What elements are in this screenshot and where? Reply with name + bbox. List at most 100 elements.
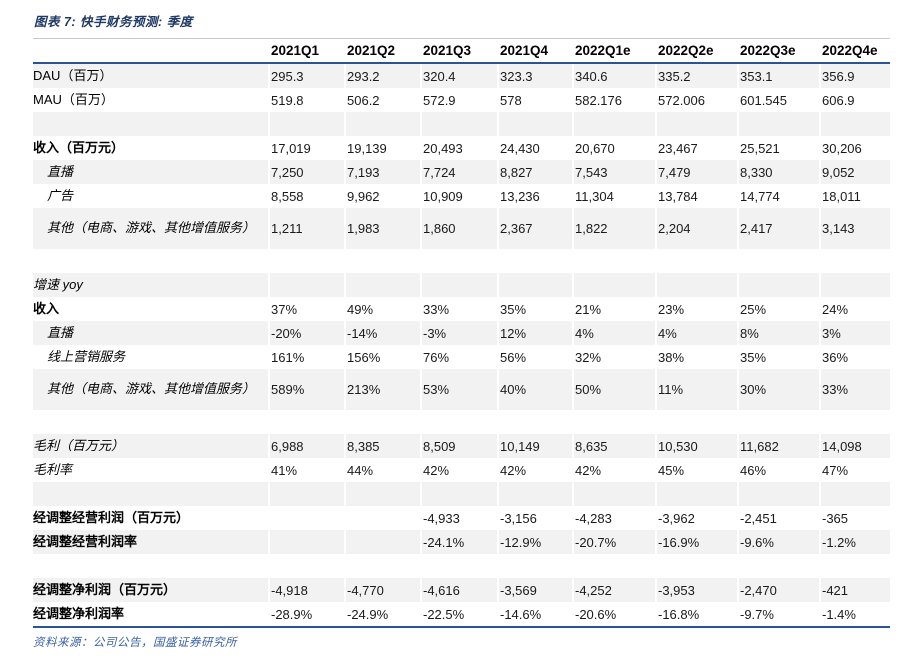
cell-value: 8,385 (344, 434, 420, 458)
row-label: 增速 yoy (33, 276, 83, 292)
column-header: 2021Q2 (344, 43, 420, 58)
cell-value: 35% (737, 345, 819, 369)
row-label: 经调整净利润（百万元） (33, 581, 177, 597)
cell-value: 156% (344, 345, 420, 369)
cell-value: -16.9% (655, 530, 737, 554)
cell-value: -14% (344, 321, 420, 345)
cell-value: 1,860 (420, 208, 497, 249)
cell-value: -1.4% (819, 602, 890, 626)
cell-value: 21% (572, 297, 655, 321)
table-row: 经调整经营利润率 -24.1% -12.9% -20.7% -16.9% -9.6% -1.… (33, 530, 890, 554)
cell-value: -20% (268, 321, 344, 345)
cell-value: 340.6 (572, 64, 655, 88)
row-label (33, 410, 268, 434)
cell-value: 25,521 (737, 136, 819, 160)
cell-value (268, 506, 344, 530)
cell-value (497, 482, 572, 506)
row-label: 经调整经营利润率 (33, 533, 138, 549)
cell-value: 30,206 (819, 136, 890, 160)
cell-value: 13,236 (497, 184, 572, 208)
cell-value: 572.9 (420, 88, 497, 112)
cell-value: 572.006 (655, 88, 737, 112)
cell-value: 1,983 (344, 208, 420, 249)
cell-value (344, 273, 420, 297)
cell-value: -16.8% (655, 602, 737, 626)
cell-value: 2,204 (655, 208, 737, 249)
row-label: DAU（百万） (33, 67, 113, 83)
cell-value: 8,509 (420, 434, 497, 458)
cell-value: -3,953 (655, 578, 737, 602)
cell-value: -4,252 (572, 578, 655, 602)
cell-value (819, 410, 890, 434)
cell-value: 14,774 (737, 184, 819, 208)
table-row: 经调整净利润率 -28.9% -24.9% -22.5% -14.6% -20.6% -16… (33, 602, 890, 626)
cell-value (344, 112, 420, 136)
column-header: 2022Q2e (655, 43, 737, 58)
cell-value (572, 482, 655, 506)
table-row: 其他（电商、游戏、其他增值服务） 589% 213% 53% 40% 50% 11% 30% 3… (33, 369, 890, 410)
cell-value: 30% (737, 369, 819, 410)
cell-value (497, 273, 572, 297)
cell-value: 42% (420, 458, 497, 482)
cell-value (737, 273, 819, 297)
cell-value (737, 554, 819, 578)
row-label: 经调整经营利润（百万元） (33, 509, 190, 525)
cell-value: -1.2% (819, 530, 890, 554)
cell-value: 506.2 (344, 88, 420, 112)
cell-value: 17,019 (268, 136, 344, 160)
row-label: MAU（百万） (33, 91, 114, 107)
cell-value: 8,827 (497, 160, 572, 184)
cell-value: 45% (655, 458, 737, 482)
cell-value (268, 554, 344, 578)
cell-value (572, 249, 655, 273)
cell-value: -4,918 (268, 578, 344, 602)
cell-value: 10,909 (420, 184, 497, 208)
figure-title: 图表 7: 快手财务预测: 季度 (34, 15, 193, 29)
cell-value (268, 249, 344, 273)
cell-value: 13,784 (655, 184, 737, 208)
cell-value: 320.4 (420, 64, 497, 88)
cell-value (420, 273, 497, 297)
cell-value: 50% (572, 369, 655, 410)
cell-value (344, 554, 420, 578)
cell-value: 335.2 (655, 64, 737, 88)
cell-value: 76% (420, 345, 497, 369)
cell-value: 37% (268, 297, 344, 321)
cell-value: -4,933 (420, 506, 497, 530)
row-label: 广告 (47, 187, 74, 203)
cell-value: 2,417 (737, 208, 819, 249)
cell-value: -12.9% (497, 530, 572, 554)
cell-value (268, 482, 344, 506)
cell-value: 213% (344, 369, 420, 410)
table-row: 收入 37% 49% 33% 35% 21% 23% 25% 24% (33, 297, 890, 321)
cell-value (655, 273, 737, 297)
cell-value (819, 112, 890, 136)
cell-value: 356.9 (819, 64, 890, 88)
cell-value (268, 410, 344, 434)
cell-value: 7,250 (268, 160, 344, 184)
row-label: 线上营销服务 (47, 348, 126, 364)
cell-value: -365 (819, 506, 890, 530)
cell-value: 11% (655, 369, 737, 410)
cell-value: 1,822 (572, 208, 655, 249)
cell-value: 606.9 (819, 88, 890, 112)
cell-value: 4% (655, 321, 737, 345)
cell-value: 3,143 (819, 208, 890, 249)
cell-value: 20,670 (572, 136, 655, 160)
cell-value: -14.6% (497, 602, 572, 626)
cell-value (497, 410, 572, 434)
row-label (33, 554, 268, 578)
table-row: 广告 8,558 9,962 10,909 13,236 11,304 13,784 14,7… (33, 184, 890, 208)
cell-value: 353.1 (737, 64, 819, 88)
cell-value: 7,193 (344, 160, 420, 184)
cell-value (420, 112, 497, 136)
cell-value: -24.9% (344, 602, 420, 626)
table-row: 线上营销服务 161% 156% 76% 56% 32% 38% 35% 36% (33, 345, 890, 369)
cell-value: 7,479 (655, 160, 737, 184)
table-row (33, 410, 890, 434)
row-label: 经调整净利润率 (33, 605, 125, 621)
table-row: 收入（百万元） 17,019 19,139 20,493 24,430 20,670 23,… (33, 136, 890, 160)
cell-value: -2,451 (737, 506, 819, 530)
cell-value (819, 249, 890, 273)
cell-value (572, 273, 655, 297)
